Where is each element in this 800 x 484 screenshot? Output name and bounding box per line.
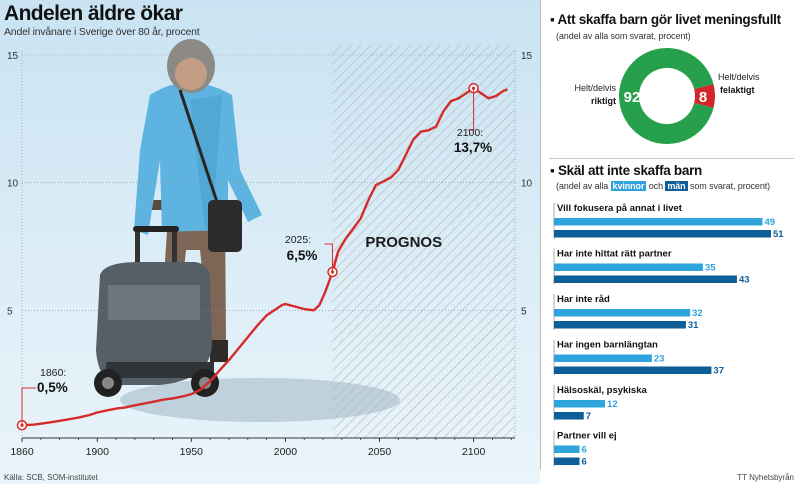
credit-note: TT Nyhetsbyrån (737, 473, 794, 482)
bar-category-label: Har inte hittat rätt partner (557, 249, 672, 260)
annotation-year: 2100: (457, 127, 483, 139)
chart-subtitle: Andel invånare i Sverige över 80 år, pro… (4, 26, 200, 38)
bar-value-label: 6 (582, 445, 587, 456)
bar-män (554, 412, 584, 420)
bar-category-label: Hälsoskäl, psykiska (557, 385, 647, 396)
bar-value-label: 49 (764, 217, 775, 228)
bars-subtitle-post: som svarat, procent) (687, 181, 771, 191)
donut-chart: 92 8 Helt/delvis riktigt Helt/delvis felaktig… (574, 48, 760, 144)
donut-section-title: ▪ Att skaffa barn gör livet meningsfullt (550, 12, 781, 27)
bar-value-label: 43 (739, 275, 750, 286)
donut-label-felaktigt-top: Helt/delvis (718, 72, 760, 82)
bar-män (554, 275, 737, 283)
elderly-person-photo (94, 39, 400, 422)
bar-value-label: 23 (654, 354, 665, 365)
annotation-leader (324, 243, 333, 273)
y-tick-label-left: 5 (7, 306, 13, 317)
line-chart: PROGNOS 1860 1900 1950 2000 2050 2100 5 5 10 10 15… (7, 45, 533, 458)
bars-subtitle: (andel av alla kvinnor och män som svara… (556, 181, 770, 191)
bar-category-label: Vill fokusera på annat i livet (557, 203, 683, 214)
bullet-icon: ▪ (550, 12, 558, 27)
bar-kvinnor (554, 445, 580, 453)
donut-slice-riktigt (619, 48, 715, 144)
annotation-value: 0,5% (37, 380, 68, 395)
x-tick-label: 1950 (180, 446, 204, 458)
bar-value-label: 31 (688, 320, 699, 331)
bar-kvinnor (554, 354, 652, 362)
bullet-icon: ▪ (550, 163, 558, 178)
x-tick-label: 1900 (86, 446, 110, 458)
y-tick-label-right: 5 (521, 306, 527, 317)
y-tick-label-left: 15 (7, 51, 19, 62)
donut-label-riktigt-top: Helt/delvis (574, 83, 616, 93)
annotation-value: 13,7% (454, 140, 492, 155)
bars-subtitle-pre: (andel av alla (556, 181, 611, 191)
bar-män (554, 366, 712, 374)
bar-value-label: 51 (773, 229, 784, 240)
bar-category-label: Har ingen barnlängtan (557, 340, 658, 351)
bar-kvinnor (554, 263, 703, 271)
bar-kvinnor (554, 400, 606, 408)
x-tick-label: 2000 (274, 446, 298, 458)
legend-men: män (665, 181, 688, 191)
donut-subtitle: (andel av alla som svarat, procent) (556, 31, 691, 41)
bar-kvinnor (554, 309, 691, 317)
legend-women: kvinnor (610, 181, 647, 191)
bars-subtitle-mid: och (646, 181, 666, 191)
bars-section-title: ▪ Skäl att inte skaffa barn (550, 163, 702, 178)
chart-title: Andelen äldre ökar (4, 2, 183, 25)
annotation-leader (467, 88, 475, 131)
donut-value-riktigt: 92 (624, 89, 641, 106)
annotation-leader (21, 387, 36, 426)
bar-kvinnor (554, 218, 763, 226)
panel-divider (540, 0, 541, 470)
annotation-year: 1860: (40, 367, 66, 379)
bar-category-label: Har inte råd (557, 294, 610, 305)
source-note: Källa: SCB, SOM-institutet (4, 473, 98, 482)
donut-label-riktigt: riktigt (591, 96, 616, 106)
annotation-value: 6,5% (287, 248, 318, 263)
bar-män (554, 230, 771, 238)
donut-title: Att skaffa barn gör livet meningsfullt (557, 12, 781, 27)
bar-value-label: 35 (705, 263, 716, 274)
bar-value-label: 7 (586, 411, 591, 422)
forecast-region (332, 45, 515, 438)
y-tick-label-left: 10 (7, 179, 19, 190)
annotation-year: 2025: (285, 234, 311, 246)
line-chart-panel: PROGNOS 1860 1900 1950 2000 2050 2100 5 5 10 10 15… (0, 0, 540, 484)
bar-value-label: 12 (607, 399, 618, 410)
bar-value-label: 32 (692, 308, 703, 319)
bars-title: Skäl att inte skaffa barn (557, 163, 702, 178)
x-tick-label: 1860 (10, 446, 34, 458)
forecast-label: PROGNOS (365, 234, 442, 251)
bar-category-label: Partner vill ej (557, 431, 617, 442)
bar-value-label: 37 (713, 366, 724, 377)
donut-label-felaktigt: felaktigt (720, 85, 755, 95)
donut-value-felaktigt: 8 (699, 89, 707, 106)
y-tick-label-right: 10 (521, 179, 533, 190)
bar-value-label: 6 (582, 457, 587, 468)
section-divider (549, 158, 794, 159)
series-line (21, 87, 508, 427)
x-tick-label: 2050 (368, 446, 392, 458)
x-tick-label: 2100 (462, 446, 486, 458)
y-tick-label-right: 15 (521, 51, 533, 62)
bar-män (554, 457, 580, 465)
bar-män (554, 321, 686, 329)
